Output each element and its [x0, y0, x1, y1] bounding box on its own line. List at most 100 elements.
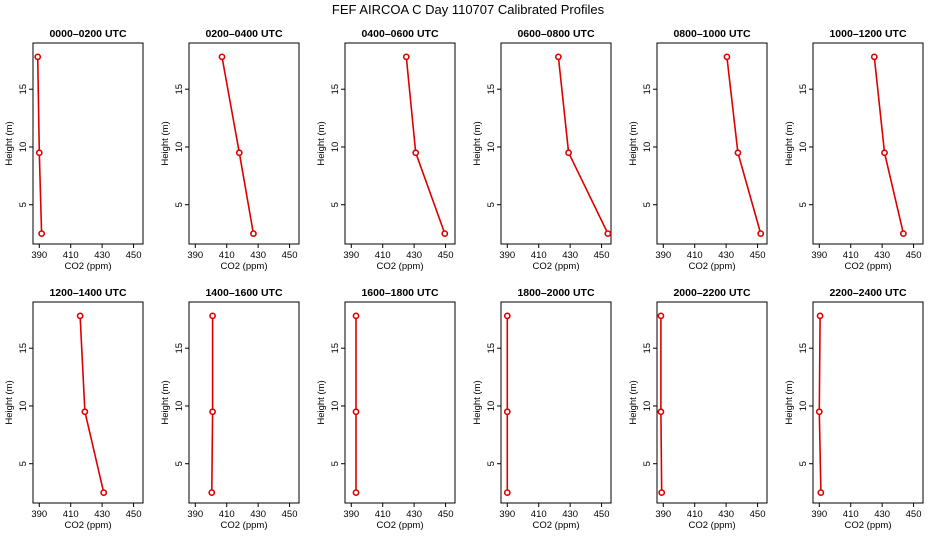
- panel-4-data-point: [604, 230, 612, 238]
- panel-12-x-tick-label: 390: [811, 509, 827, 520]
- panel-4-x-tick-label: 390: [499, 250, 515, 261]
- panel-3-x-tick-label: 450: [438, 250, 454, 261]
- panel-11-x-tick-label: 410: [687, 509, 703, 520]
- panel-9-y-tick-label: 15: [330, 343, 341, 354]
- panel-5-data-point: [757, 230, 765, 238]
- panel-8-y-tick-label: 15: [174, 343, 185, 354]
- panel-7-title: 1200–1400 UTC: [49, 287, 126, 299]
- panel-11-profile-line: [660, 315, 663, 493]
- panel-12-data-point: [817, 489, 825, 497]
- panel-4-data-point: [554, 53, 562, 61]
- panel-8-y-tick-label: 5: [174, 461, 185, 466]
- panel-2-y-axis-label: Height (m): [160, 121, 171, 165]
- panel-7-data-point: [76, 312, 84, 320]
- panel-7-data-point: [100, 489, 108, 497]
- panel-1: 0000–0200 UTC 390 410 430 450 5 10 15 CO2 (ppm) H…: [4, 28, 144, 272]
- panel-9-y-axis-label: Height (m): [316, 380, 327, 424]
- panel-2-y-tick-label: 10: [174, 142, 185, 153]
- panel-11: 2000–2200 UTC 390 410 430 450 5 10 15 CO2 (ppm) H…: [628, 287, 768, 531]
- panel-1-data-point: [38, 230, 46, 238]
- panel-12-x-tick-label: 410: [843, 509, 859, 520]
- panel-6-x-tick-label: 410: [843, 250, 859, 261]
- panel-5-data-point: [723, 53, 731, 61]
- panel-8-y-tick-label: 10: [174, 401, 185, 412]
- panel-4: 0600–0800 UTC 390 410 430 450 5 10 15 CO2 (ppm) H…: [472, 28, 612, 272]
- panel-12-data-point: [816, 312, 824, 320]
- panel-4-x-tick-label: 450: [594, 250, 610, 261]
- panel-4-y-axis-label: Height (m): [472, 121, 483, 165]
- panel-8: 1400–1600 UTC 390 410 430 450 5 10 15 CO2 (ppm) H…: [160, 287, 300, 531]
- panel-10-x-tick-label: 430: [562, 509, 578, 520]
- panel-4-x-axis-label: CO2 (ppm): [533, 261, 580, 272]
- panels-grid: 0000–0200 UTC 390 410 430 450 5 10 15 CO2 (ppm) H…: [4, 28, 924, 531]
- panel-11-y-tick-label: 15: [642, 343, 653, 354]
- panel-10-y-tick-label: 15: [486, 343, 497, 354]
- panel-1-x-tick-label: 390: [31, 250, 47, 261]
- panel-6-data-point: [870, 53, 878, 61]
- panel-8-data-point: [209, 312, 216, 320]
- panel-11-data-point: [657, 408, 665, 416]
- panel-11-frame: [656, 301, 768, 504]
- panel-9-x-axis-label: CO2 (ppm): [377, 520, 424, 531]
- panel-9-x-tick-label: 450: [438, 509, 454, 520]
- panel-6: 1000–1200 UTC 390 410 430 450 5 10 15 CO2 (ppm) H…: [784, 28, 924, 272]
- panel-8-data-point: [208, 489, 216, 497]
- panel-12-x-axis-label: CO2 (ppm): [845, 520, 892, 531]
- panel-11-y-axis-label: Height (m): [628, 380, 639, 424]
- panel-12-y-tick-label: 5: [798, 461, 809, 466]
- panel-5-x-axis-label: CO2 (ppm): [689, 261, 736, 272]
- panel-7-y-axis-label: Height (m): [4, 380, 15, 424]
- panel-5-frame: [656, 42, 768, 245]
- panel-6-frame: [812, 42, 924, 245]
- panel-12-frame: [812, 301, 924, 504]
- panel-11-y-tick-label: 5: [642, 461, 653, 466]
- panel-12-y-tick-label: 15: [798, 343, 809, 354]
- panel-8-profile-line: [211, 315, 214, 493]
- panel-6-x-tick-label: 450: [906, 250, 922, 261]
- panel-7-x-tick-label: 390: [31, 509, 47, 520]
- panel-7-frame: [32, 301, 144, 504]
- panel-10-title: 1800–2000 UTC: [517, 287, 594, 299]
- panel-2-profile-line: [221, 56, 255, 234]
- panel-4-frame: [500, 42, 612, 245]
- panel-8-frame: [188, 301, 300, 504]
- panel-3-data-point: [412, 149, 420, 157]
- panel-8-x-tick-label: 450: [282, 509, 298, 520]
- panel-11-y-tick-label: 10: [642, 401, 653, 412]
- panel-1-data-point: [35, 149, 43, 157]
- panel-2-x-tick-label: 430: [250, 250, 266, 261]
- panel-10: 1800–2000 UTC 390 410 430 450 5 10 15 CO2 (ppm) H…: [472, 287, 612, 531]
- panel-1-x-tick-label: 430: [94, 250, 110, 261]
- panel-6-profile-line: [873, 56, 905, 234]
- panel-7-x-axis-label: CO2 (ppm): [65, 520, 112, 531]
- panel-10-data-point: [503, 312, 511, 320]
- panel-5-x-tick-label: 430: [718, 250, 734, 261]
- panel-10-x-tick-label: 390: [499, 509, 515, 520]
- panel-1-data-point: [34, 53, 42, 61]
- panel-10-x-tick-label: 410: [531, 509, 547, 520]
- panel-2-x-tick-label: 410: [219, 250, 235, 261]
- panel-7-x-tick-label: 450: [126, 509, 142, 520]
- panel-10-y-axis-label: Height (m): [472, 380, 483, 424]
- panel-4-y-tick-label: 15: [486, 84, 497, 95]
- panel-4-y-tick-label: 5: [486, 202, 497, 207]
- panel-6-y-tick-label: 5: [798, 202, 809, 207]
- panel-3-x-axis-label: CO2 (ppm): [377, 261, 424, 272]
- panel-9-x-tick-label: 430: [406, 509, 422, 520]
- panel-3-x-tick-label: 430: [406, 250, 422, 261]
- panel-1-y-tick-label: 5: [18, 202, 29, 207]
- panel-9-title: 1600–1800 UTC: [361, 287, 438, 299]
- panel-7-profile-line: [79, 315, 105, 493]
- panel-3: 0400–0600 UTC 390 410 430 450 5 10 15 CO2 (ppm) H…: [316, 28, 456, 272]
- panel-3-y-tick-label: 15: [330, 84, 341, 95]
- panel-7-y-tick-label: 10: [18, 401, 29, 412]
- panel-3-data-point: [441, 230, 449, 238]
- panel-2-data-point: [250, 230, 257, 238]
- panel-5: 0800–1000 UTC 390 410 430 450 5 10 15 CO2 (ppm) H…: [628, 28, 768, 272]
- panel-2-x-tick-label: 450: [282, 250, 298, 261]
- panel-4-y-tick-label: 10: [486, 142, 497, 153]
- panel-10-x-tick-label: 450: [594, 509, 610, 520]
- panel-10-y-tick-label: 5: [486, 461, 497, 466]
- panel-1-x-tick-label: 410: [63, 250, 79, 261]
